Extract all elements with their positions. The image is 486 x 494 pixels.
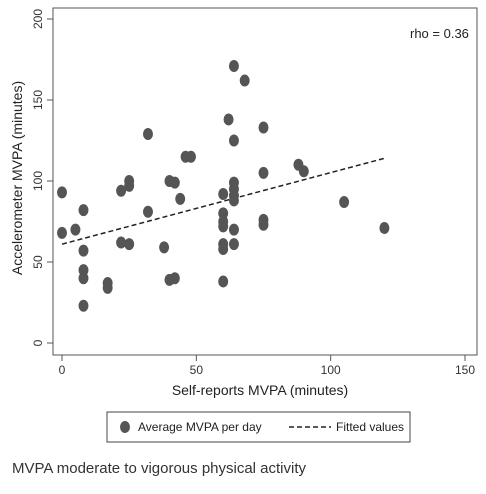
data-point bbox=[379, 221, 390, 234]
y-tick-label: 50 bbox=[31, 255, 45, 269]
y-axis: 0 50 100 150 200 bbox=[31, 9, 53, 346]
legend-label-points: Average MVPA per day bbox=[138, 420, 262, 434]
data-point bbox=[298, 165, 309, 178]
data-point bbox=[228, 59, 239, 72]
data-point bbox=[218, 220, 229, 233]
data-point bbox=[258, 121, 269, 134]
data-point bbox=[142, 205, 153, 218]
data-point bbox=[175, 192, 186, 205]
plot-area bbox=[52, 7, 478, 356]
data-point bbox=[228, 194, 239, 207]
figure-caption: MVPA moderate to vigorous physical activ… bbox=[12, 460, 307, 477]
legend-marker-points bbox=[120, 421, 130, 433]
legend: Average MVPA per day Fitted values bbox=[106, 411, 411, 443]
data-point bbox=[78, 204, 89, 217]
data-point bbox=[124, 238, 135, 251]
data-point bbox=[218, 243, 229, 256]
x-tick-label: 150 bbox=[455, 363, 475, 377]
data-point bbox=[78, 272, 89, 285]
x-tick-label: 50 bbox=[190, 363, 204, 377]
data-point bbox=[70, 223, 81, 236]
y-tick-label: 200 bbox=[31, 9, 45, 29]
data-point bbox=[185, 150, 196, 163]
data-point bbox=[57, 226, 67, 239]
x-axis-label: Self-reports MVPA (minutes) bbox=[172, 382, 348, 398]
data-point bbox=[102, 281, 113, 294]
rho-annotation: rho = 0.36 bbox=[410, 26, 469, 41]
data-point bbox=[169, 176, 180, 189]
data-point bbox=[169, 272, 180, 285]
data-point bbox=[78, 244, 89, 257]
data-point bbox=[78, 299, 89, 312]
data-point bbox=[223, 113, 234, 126]
data-point bbox=[57, 186, 67, 199]
y-tick-label: 150 bbox=[31, 90, 45, 110]
y-tick-label: 0 bbox=[31, 339, 45, 346]
points-layer bbox=[57, 59, 390, 312]
legend-box bbox=[106, 411, 411, 443]
data-point bbox=[116, 236, 127, 249]
x-axis: 0 50 100 150 bbox=[59, 355, 475, 377]
data-point bbox=[124, 179, 135, 192]
data-point bbox=[116, 184, 127, 197]
data-point bbox=[239, 74, 250, 87]
x-tick-label: 0 bbox=[59, 363, 66, 377]
data-point bbox=[228, 134, 239, 147]
x-tick-label: 100 bbox=[321, 363, 341, 377]
data-point bbox=[218, 187, 229, 200]
data-point bbox=[142, 128, 153, 141]
data-point bbox=[258, 166, 269, 179]
data-point bbox=[218, 275, 229, 288]
data-point bbox=[228, 238, 239, 251]
data-point bbox=[228, 223, 239, 236]
y-axis-label: Accelerometer MVPA (minutes) bbox=[9, 81, 25, 275]
y-tick-label: 100 bbox=[31, 171, 45, 191]
data-point bbox=[258, 218, 269, 231]
legend-label-fit: Fitted values bbox=[336, 420, 404, 434]
data-point bbox=[339, 196, 350, 209]
data-point bbox=[159, 241, 170, 254]
